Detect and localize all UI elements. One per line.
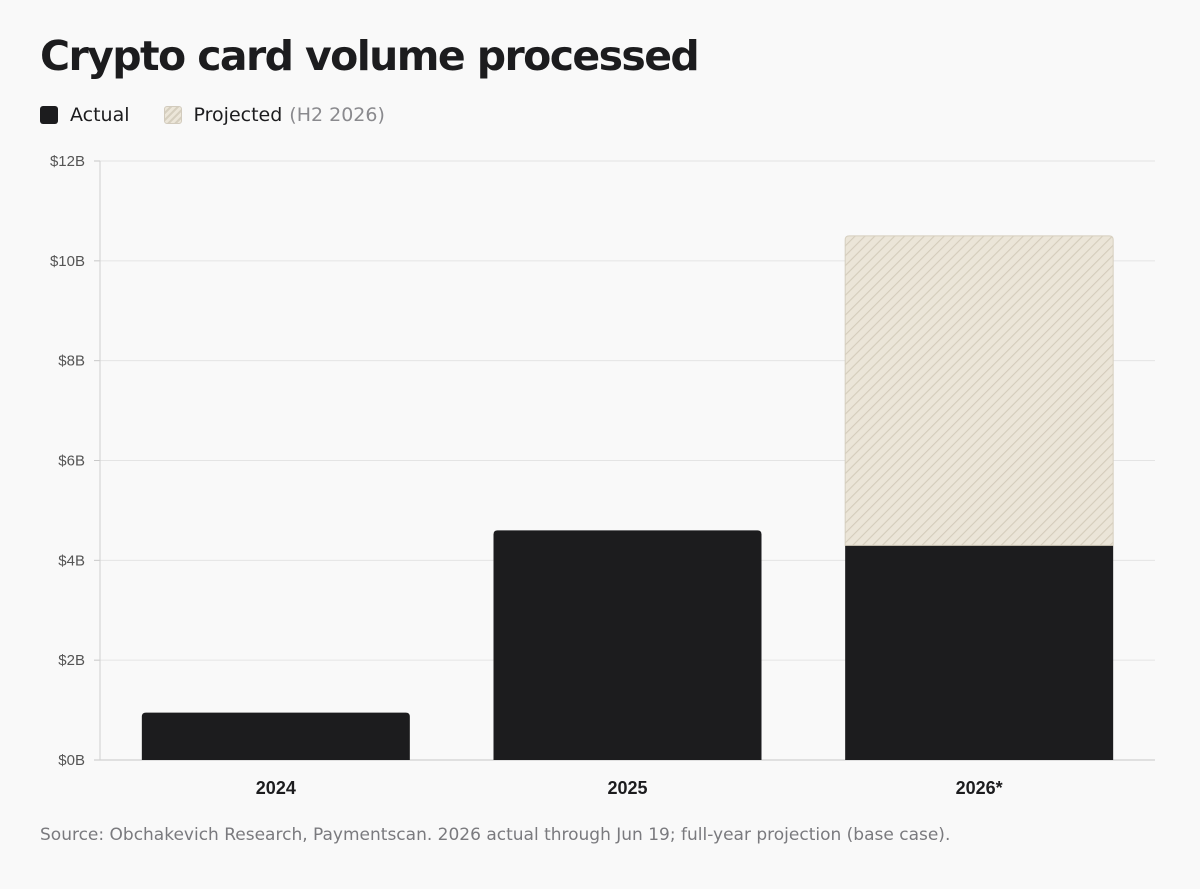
legend-swatch-projected — [163, 106, 182, 124]
bar-2025-actual — [493, 530, 762, 760]
y-tick-label: $10B — [50, 253, 85, 270]
legend-swatch-actual — [40, 106, 58, 124]
bar-2026-actual — [845, 545, 1114, 760]
y-tick-label: $0B — [58, 752, 85, 769]
x-category-label: 2026* — [956, 778, 1003, 798]
y-tick-label: $2B — [58, 652, 85, 669]
bar-chart: $0B $2B $4B $6B $8B $10B $12B 2024 2025 2026* — [50, 153, 1155, 798]
bar-2024-actual — [141, 712, 410, 760]
y-tick-label: $8B — [58, 353, 85, 370]
legend-item-projected: Projected (H2 2026) — [163, 104, 385, 126]
bar-2026-projected — [844, 235, 1114, 546]
y-tick-label: $6B — [58, 453, 85, 470]
axes: $0B $2B $4B $6B $8B $10B $12B 2024 2025 2026* — [50, 153, 1003, 798]
legend-label-actual: Actual — [70, 104, 130, 126]
legend: Actual Projected (H2 2026) — [40, 104, 385, 126]
legend-item-actual: Actual — [40, 104, 130, 126]
x-category-label: 2025 — [607, 778, 647, 798]
legend-label-projected: Projected — [193, 104, 283, 126]
bars — [141, 235, 1114, 760]
chart-title: Crypto card volume processed — [40, 32, 700, 80]
y-tick-label: $12B — [50, 153, 85, 170]
x-category-label: 2024 — [256, 778, 296, 798]
y-tick-label: $4B — [58, 552, 85, 569]
source-note: Source: Obchakevich Research, Paymentsca… — [40, 825, 951, 845]
legend-note-projected: (H2 2026) — [289, 104, 385, 126]
